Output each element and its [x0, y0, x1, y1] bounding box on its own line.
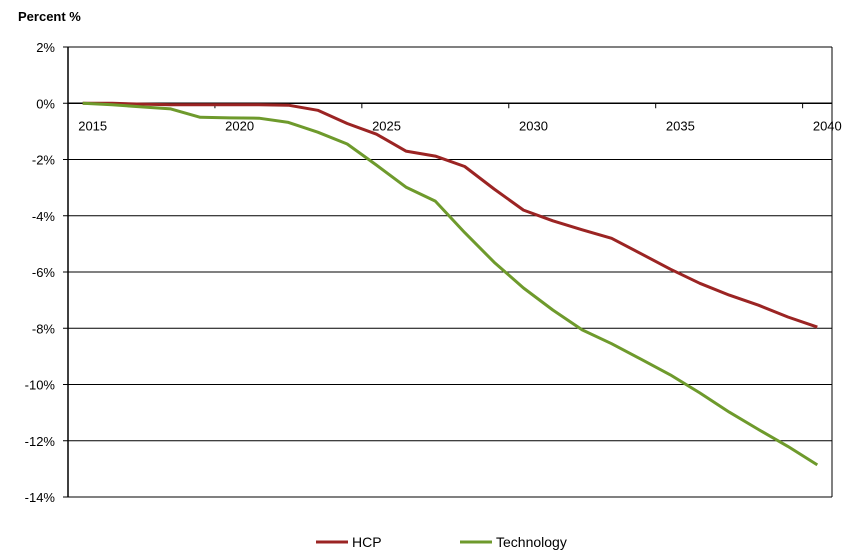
- legend-label: HCP: [352, 534, 382, 550]
- y-tick-label: 0%: [36, 96, 55, 111]
- x-tick-label: 2015: [78, 118, 107, 133]
- y-tick-label: -12%: [25, 434, 56, 449]
- y-tick-label: -6%: [32, 265, 56, 280]
- y-tick-label: 2%: [36, 40, 55, 55]
- y-tick-label: -4%: [32, 209, 56, 224]
- y-tick-label: -8%: [32, 321, 56, 336]
- y-tick-label: -2%: [32, 153, 56, 168]
- x-tick-label: 2040: [813, 118, 842, 133]
- x-tick-label: 2035: [666, 118, 695, 133]
- x-tick-label: 2025: [372, 118, 401, 133]
- series-line-hcp: [82, 101, 818, 329]
- legend-label: Technology: [496, 534, 567, 550]
- y-tick-label: -10%: [25, 378, 56, 393]
- chart-title: Percent %: [18, 9, 81, 24]
- x-tick-label: 2030: [519, 118, 548, 133]
- y-tick-label: -14%: [25, 490, 56, 505]
- series-line-technology: [82, 101, 819, 467]
- x-tick-label: 2020: [225, 118, 254, 133]
